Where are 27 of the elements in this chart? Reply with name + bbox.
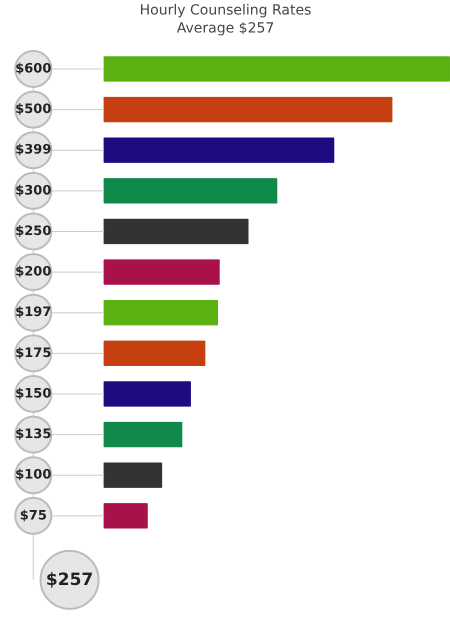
bar	[104, 96, 392, 122]
data-label: $197	[15, 305, 52, 320]
bar	[104, 259, 220, 285]
bar	[104, 381, 191, 407]
data-label: $100	[15, 468, 52, 483]
data-label: $600	[15, 62, 52, 76]
bar	[104, 218, 249, 244]
data-label: $75	[20, 508, 47, 524]
bar	[104, 138, 334, 163]
bar	[104, 462, 162, 488]
bar	[104, 340, 206, 366]
bar	[104, 300, 218, 326]
text: $257	[46, 570, 94, 590]
data-label: $175	[15, 346, 52, 361]
chart-title: Hourly Counseling Rates	[140, 2, 312, 18]
data-label: $300	[15, 183, 52, 198]
data-label: $150	[15, 386, 52, 402]
data-label: $135	[15, 427, 52, 442]
bar	[104, 422, 182, 448]
bar	[104, 178, 278, 204]
data-label: $500	[15, 102, 52, 118]
data-label: $399	[15, 142, 52, 158]
bar	[104, 503, 148, 529]
chart-subtitle: Average $257	[176, 20, 274, 36]
data-label: $200	[15, 264, 52, 280]
data-label: $250	[15, 224, 52, 239]
bar	[104, 56, 450, 82]
